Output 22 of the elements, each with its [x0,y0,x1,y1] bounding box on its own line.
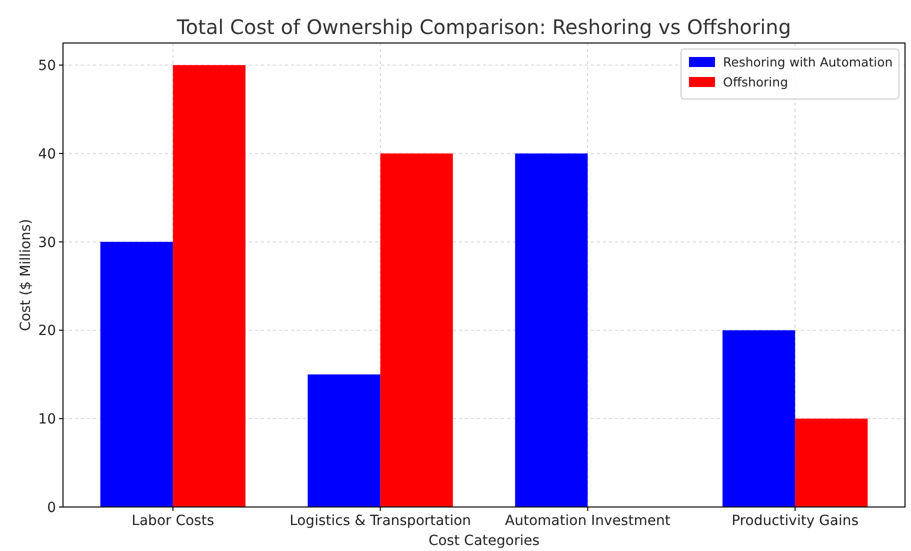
legend-label: Reshoring with Automation [723,54,893,70]
bar [380,153,453,507]
bar [515,153,588,507]
x-tick-label: Logistics & Transportation [290,513,472,529]
chart-title: Total Cost of Ownership Comparison: Reshoring vs Offshoring [176,15,792,39]
x-tick-label: Productivity Gains [732,513,859,529]
x-axis-title: Cost Categories [428,533,540,549]
y-tick-label: 30 [38,234,56,251]
x-tick-label: Automation Investment [505,513,671,529]
y-tick-label: 10 [38,412,56,428]
legend-label: Offshoring [723,74,788,90]
bar [172,65,246,507]
bar [308,374,380,507]
y-tick-label: 0 [47,500,56,516]
bar [795,418,868,507]
y-tick-label: 50 [38,58,56,74]
y-tick-label: 40 [38,146,56,162]
bar [100,242,173,507]
y-axis-title: Cost ($ Millions) [18,218,34,332]
x-tick-label: Labor Costs [132,513,214,529]
y-tick-label: 20 [38,323,56,340]
bar [722,330,796,507]
